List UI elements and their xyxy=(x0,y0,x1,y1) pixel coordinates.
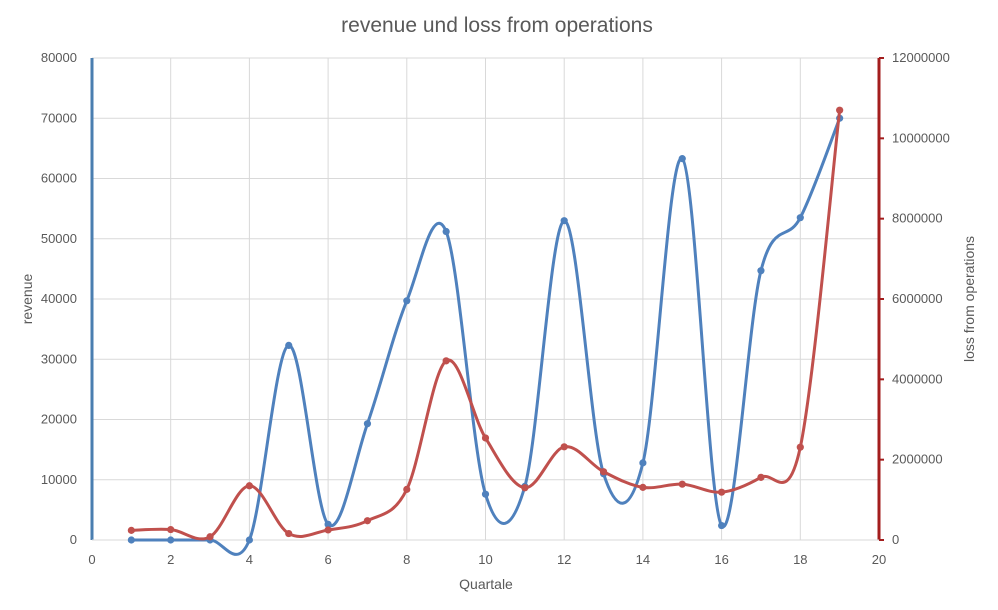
x-axis-title: Quartale xyxy=(459,576,513,592)
y-tick-label: 0 xyxy=(70,532,77,547)
y-tick-label: 60000 xyxy=(41,171,77,186)
revenue-point xyxy=(796,214,804,222)
chart-title: revenue und loss from operations xyxy=(341,14,653,37)
y-tick-label: 70000 xyxy=(41,110,77,125)
y2-tick-label: 10000000 xyxy=(892,130,950,145)
y-tick-label: 40000 xyxy=(41,291,77,306)
y-tick-label: 80000 xyxy=(41,50,77,65)
revenue-point xyxy=(167,536,175,544)
y2-tick-label: 0 xyxy=(892,532,899,547)
y2-tick-label: 12000000 xyxy=(892,50,950,65)
y2-tick-label: 6000000 xyxy=(892,291,943,306)
gridlines xyxy=(91,57,880,541)
revenue-point xyxy=(718,521,726,530)
x-tick-label: 18 xyxy=(793,552,807,567)
x-tick-label: 6 xyxy=(324,552,331,567)
revenue-point xyxy=(757,267,765,275)
revenue-point xyxy=(481,490,490,498)
loss-from-operations-point xyxy=(206,533,214,541)
loss-from-operations-point xyxy=(324,526,332,534)
loss-from-operations-point xyxy=(403,485,411,493)
x-tick-labels: 0 2 4 6 8 10 12 14 16 18 20 xyxy=(88,552,886,567)
loss-from-operations-point xyxy=(796,443,804,451)
y-tick-label: 50000 xyxy=(41,231,77,246)
y-tick-labels: 0 10000 20000 30000 40000 50000 60000 70000 8000… xyxy=(41,50,77,547)
x-tick-label: 2 xyxy=(167,552,174,567)
loss-from-operations-point xyxy=(167,525,175,534)
loss-from-operations-point xyxy=(836,106,844,114)
revenue-point xyxy=(560,217,568,225)
y-tick-label: 10000 xyxy=(41,472,77,487)
y2-tick-labels: 0 2000000 4000000 6000000 8000000 10000000 120… xyxy=(892,50,950,547)
revenue-point xyxy=(678,155,686,163)
y2-axis-title: loss from operations xyxy=(961,236,977,362)
revenue-point xyxy=(403,297,411,305)
loss-from-operations-point xyxy=(285,529,293,538)
x-tick-label: 16 xyxy=(714,552,728,567)
loss-from-operations-point xyxy=(363,517,372,525)
loss-from-operations-point xyxy=(757,473,765,481)
loss-from-operations-point xyxy=(678,480,686,488)
y-tick-label: 30000 xyxy=(41,351,77,366)
y-tick-label: 20000 xyxy=(41,412,77,427)
revenue-point xyxy=(442,227,450,236)
revenue-point xyxy=(363,420,372,428)
loss-from-operations-point xyxy=(481,434,490,442)
x-tick-label: 8 xyxy=(403,552,410,567)
revenue-point xyxy=(245,536,253,544)
loss-from-operations-point xyxy=(521,484,529,492)
x-tick-label: 20 xyxy=(872,552,886,567)
loss-from-operations-point xyxy=(639,483,647,491)
loss-from-operations-point xyxy=(245,482,253,490)
x-tick-label: 4 xyxy=(246,552,253,567)
loss-from-operations-point xyxy=(560,443,568,451)
loss-from-operations-point xyxy=(127,526,135,534)
revenue-point xyxy=(285,341,293,349)
x-tick-label: 12 xyxy=(557,552,571,567)
y2-tick-label: 4000000 xyxy=(892,371,943,386)
series-layer xyxy=(127,106,844,556)
y2-tick-label: 2000000 xyxy=(892,452,943,467)
x-tick-label: 10 xyxy=(478,552,492,567)
axes xyxy=(90,57,884,541)
revenue-point xyxy=(127,536,135,544)
y2-tick-label: 8000000 xyxy=(892,211,943,226)
revenue-point xyxy=(639,459,647,467)
y-axis-title: revenue xyxy=(19,273,35,324)
x-tick-label: 0 xyxy=(88,552,95,567)
revenue-point xyxy=(324,520,332,528)
loss-from-operations-point xyxy=(599,468,608,476)
x-tick-label: 14 xyxy=(636,552,650,567)
loss-from-operations-point xyxy=(718,488,726,496)
loss-from-operations-point xyxy=(442,357,450,365)
